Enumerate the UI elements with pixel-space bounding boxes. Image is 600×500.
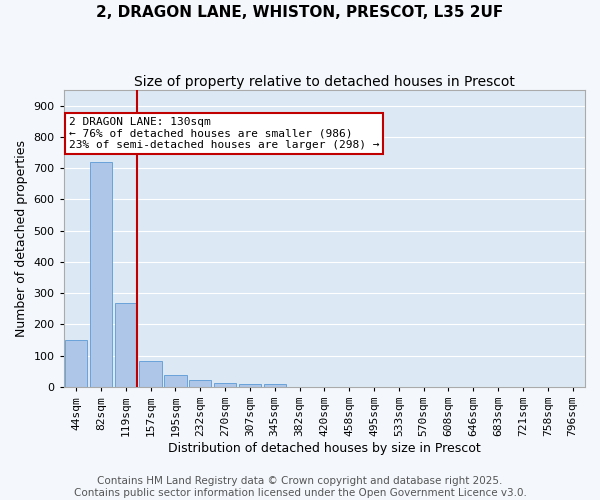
Title: Size of property relative to detached houses in Prescot: Size of property relative to detached ho…: [134, 75, 515, 89]
Y-axis label: Number of detached properties: Number of detached properties: [15, 140, 28, 337]
Text: 2, DRAGON LANE, WHISTON, PRESCOT, L35 2UF: 2, DRAGON LANE, WHISTON, PRESCOT, L35 2U…: [97, 5, 503, 20]
Bar: [65, 340, 87, 387]
Text: Contains HM Land Registry data © Crown copyright and database right 2025.
Contai: Contains HM Land Registry data © Crown c…: [74, 476, 526, 498]
Bar: [164, 376, 187, 387]
Text: 2 DRAGON LANE: 130sqm
← 76% of detached houses are smaller (986)
23% of semi-det: 2 DRAGON LANE: 130sqm ← 76% of detached …: [69, 117, 379, 150]
Bar: [115, 302, 137, 387]
Bar: [214, 382, 236, 387]
Bar: [263, 384, 286, 387]
Bar: [90, 162, 112, 387]
X-axis label: Distribution of detached houses by size in Prescot: Distribution of detached houses by size …: [168, 442, 481, 455]
Bar: [139, 361, 162, 387]
Bar: [189, 380, 211, 387]
Bar: [239, 384, 261, 387]
